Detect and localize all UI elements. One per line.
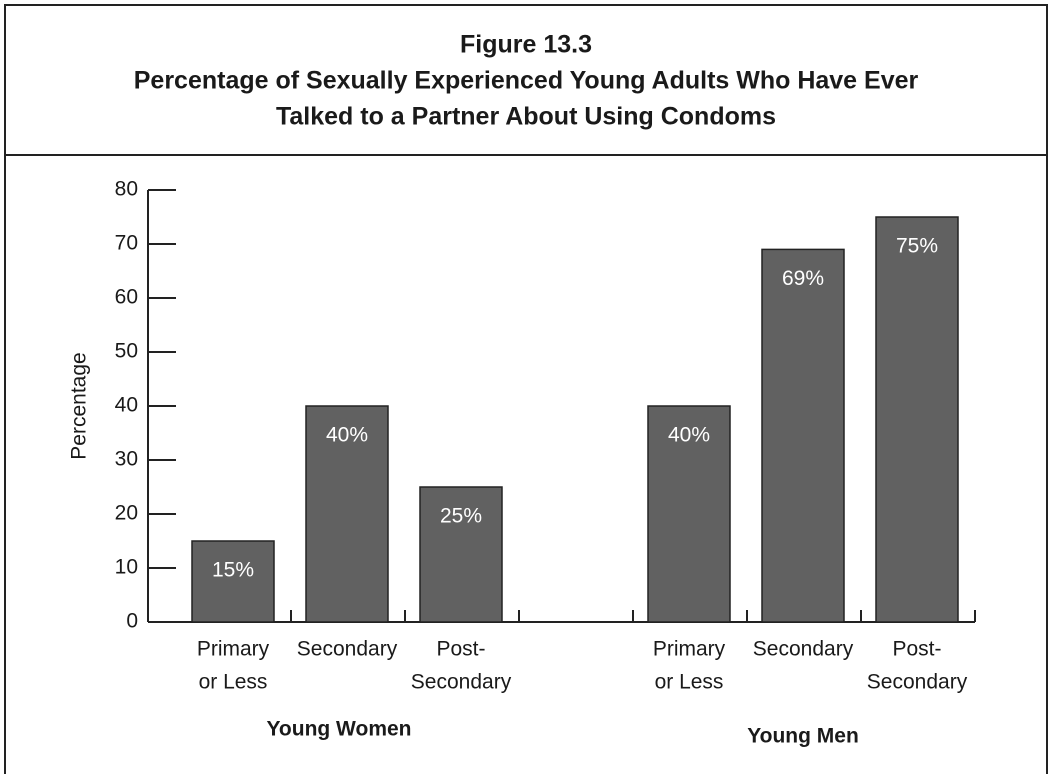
x-tick-label: or Less xyxy=(199,671,268,694)
y-axis-label: Percentage xyxy=(68,352,91,459)
y-tick-label: 30 xyxy=(115,448,138,471)
frame xyxy=(4,4,1048,774)
value-label: 69% xyxy=(782,267,824,290)
y-tick-label: 20 xyxy=(115,502,138,525)
chart-title: Talked to a Partner About Using Condoms xyxy=(276,103,776,131)
bar xyxy=(419,486,503,623)
y-tick-label: 10 xyxy=(115,556,138,579)
group-label: Young Men xyxy=(747,725,859,748)
bar xyxy=(191,540,275,623)
value-label: 40% xyxy=(668,424,710,447)
bar xyxy=(647,405,731,623)
x-tick-label: or Less xyxy=(655,671,724,694)
x-tick-label: Secondary xyxy=(297,638,398,661)
x-tick-label: Secondary xyxy=(753,638,854,661)
x-tick-label: Secondary xyxy=(867,671,968,694)
y-tick-label: 80 xyxy=(115,178,138,201)
value-label: 25% xyxy=(440,505,482,528)
x-tick-label: Secondary xyxy=(411,671,512,694)
chart-title: Percentage of Sexually Experienced Young… xyxy=(134,67,919,95)
value-label: 15% xyxy=(212,559,254,582)
bar xyxy=(761,248,845,623)
x-tick-label: Post- xyxy=(436,638,485,661)
value-label: 40% xyxy=(326,424,368,447)
bar xyxy=(875,216,959,623)
y-tick-label: 50 xyxy=(115,340,138,363)
group-label: Young Women xyxy=(266,718,411,741)
bar xyxy=(305,405,389,623)
y-tick-label: 40 xyxy=(115,394,138,417)
x-tick-label: Post- xyxy=(892,638,941,661)
y-tick-label: 70 xyxy=(115,232,138,255)
x-tick-label: Primary xyxy=(197,638,270,661)
chart-title: Figure 13.3 xyxy=(460,31,592,59)
y-tick-label: 60 xyxy=(115,286,138,309)
y-tick-label: 0 xyxy=(126,610,138,633)
value-label: 75% xyxy=(896,235,938,258)
x-tick-label: Primary xyxy=(653,638,726,661)
